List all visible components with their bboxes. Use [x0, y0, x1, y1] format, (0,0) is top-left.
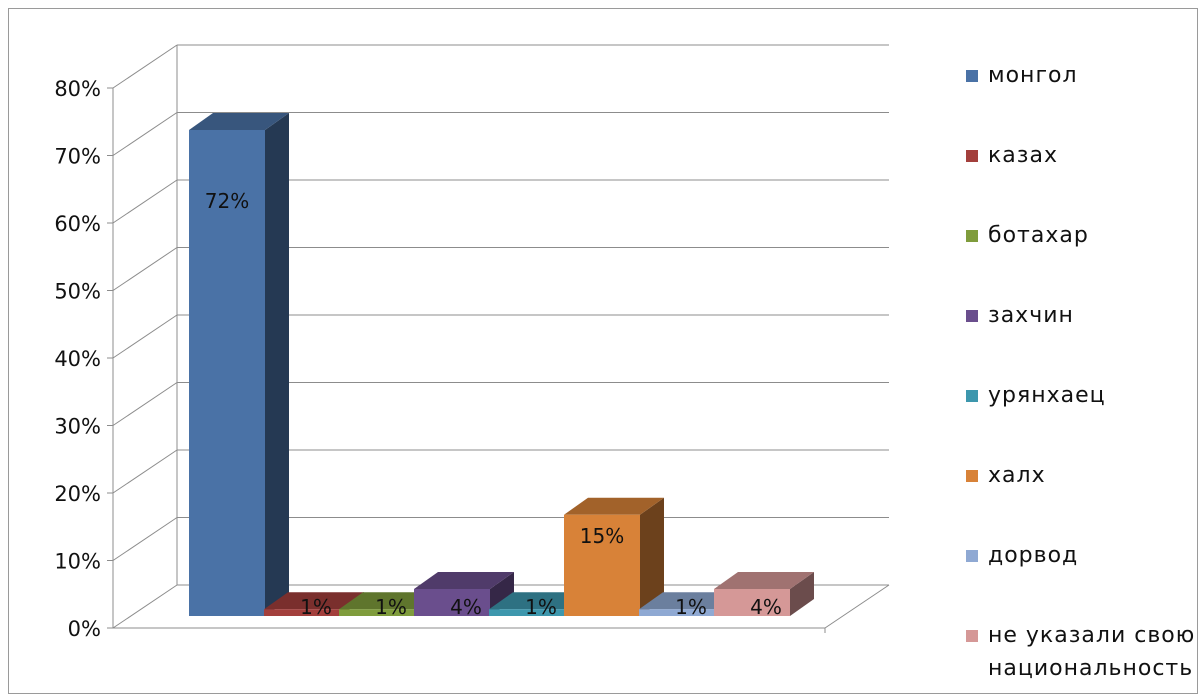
legend-label-khalkh: халх	[988, 463, 1046, 488]
bar-front	[564, 514, 640, 616]
legend-label-dorvod: дорвод	[988, 543, 1079, 568]
bar-data-label: 1%	[300, 595, 332, 619]
legend-label-not-specified: не указали свою национальность	[988, 623, 1196, 681]
y-tick-label: 0%	[68, 617, 101, 641]
bar-front	[639, 609, 715, 616]
legend-swatch-kazakh	[966, 150, 978, 162]
bar-data-label: 1%	[375, 595, 407, 619]
bar-top	[714, 572, 814, 589]
bar-front	[189, 130, 265, 616]
bar-top	[264, 592, 364, 610]
bar-side	[640, 497, 664, 616]
gridline-diagonal	[112, 247, 178, 291]
y-tick-label: 50%	[54, 280, 101, 304]
legend-item-uriankhaec: урянхаец	[966, 376, 1198, 456]
bar-side	[790, 572, 814, 616]
gridline-diagonal	[112, 584, 178, 629]
gridline-diagonal	[112, 112, 178, 156]
gridline-diagonal	[112, 314, 178, 359]
y-tick-label: 10%	[54, 550, 101, 574]
legend-label-mongol: монгол	[988, 63, 1078, 88]
legend-item-botakhar: ботахар	[966, 216, 1198, 296]
gridline-diagonal	[112, 449, 178, 494]
bar-front	[339, 609, 415, 616]
bar-data-label: 4%	[450, 595, 482, 619]
y-tick-label: 20%	[54, 482, 101, 506]
y-tick-label: 80%	[54, 77, 101, 101]
chart-legend: монгол казах ботахар захчин урянхаец хал…	[966, 56, 1198, 696]
bar-front	[489, 609, 565, 616]
legend-swatch-mongol	[966, 70, 978, 82]
gridline-diagonal	[112, 517, 178, 561]
bar-side	[265, 113, 289, 616]
legend-item-mongol: монгол	[966, 56, 1198, 136]
floor-right-edge	[824, 584, 890, 629]
bar-data-label: 72%	[205, 189, 249, 213]
bar-data-label: 1%	[675, 595, 707, 619]
bar-data-label: 1%	[525, 595, 557, 619]
legend-item-dorvod: дорвод	[966, 536, 1198, 616]
bar-data-label: 15%	[580, 524, 624, 548]
bar-top	[414, 572, 514, 589]
legend-swatch-uriankhaec	[966, 390, 978, 402]
legend-label-kazakh: казах	[988, 143, 1058, 168]
legend-swatch-not-specified	[966, 630, 978, 642]
gridline-diagonal	[112, 44, 178, 89]
y-tick-label: 70%	[54, 145, 101, 169]
legend-swatch-khalkh	[966, 470, 978, 482]
legend-label-zakhchin: захчин	[988, 303, 1074, 328]
legend-label-botakhar: ботахар	[988, 223, 1089, 248]
bar-front	[264, 609, 340, 616]
gridline-diagonal	[112, 179, 178, 224]
legend-item-zakhchin: захчин	[966, 296, 1198, 376]
legend-label-uriankhaec: урянхаец	[988, 383, 1106, 408]
bar-top	[564, 497, 664, 515]
bar-front	[414, 589, 490, 616]
legend-swatch-dorvod	[966, 550, 978, 562]
y-tick-label: 60%	[54, 212, 101, 236]
legend-swatch-botakhar	[966, 230, 978, 242]
y-tick-label: 30%	[54, 415, 101, 439]
bar-data-label: 4%	[750, 595, 782, 619]
legend-item-not-specified: не указали свою национальность	[966, 616, 1198, 696]
bar-top	[189, 113, 289, 130]
bar-front	[714, 589, 790, 616]
legend-item-kazakh: казах	[966, 136, 1198, 216]
legend-swatch-zakhchin	[966, 310, 978, 322]
legend-item-khalkh: халх	[966, 456, 1198, 536]
gridline-diagonal	[112, 382, 178, 426]
y-tick-label: 40%	[54, 347, 101, 371]
